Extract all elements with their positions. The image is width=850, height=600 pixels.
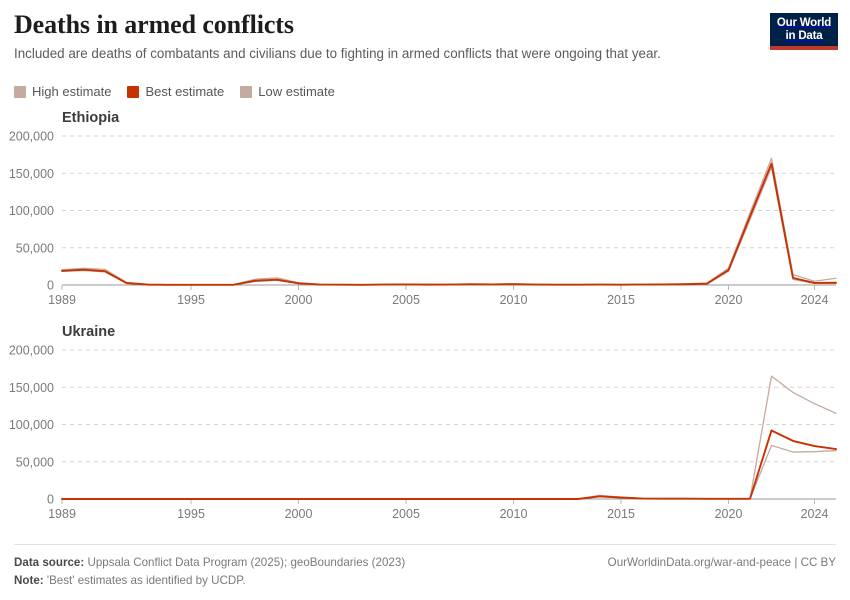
legend-swatch-best-estimate	[127, 85, 140, 98]
chart-subtitle: Included are deaths of combatants and ci…	[14, 46, 661, 62]
y-axis-tick-label: 50,000	[16, 455, 54, 469]
series-line-low-estimate	[61, 166, 837, 286]
x-axis-tick-label: 1995	[177, 507, 205, 521]
x-axis-tick-label: 2000	[285, 507, 313, 521]
legend-label-low-estimate: Low estimate	[258, 84, 335, 99]
footer-note-key: Note:	[14, 574, 44, 588]
x-axis-tick-label: 2000	[285, 293, 313, 307]
series-line-high-estimate	[61, 375, 837, 500]
plot-svg-ukraine: 0 50,000 100,000 150,000 200,000 1989 1995 2000…	[9, 344, 837, 521]
panel-title-ukraine: Ukraine	[62, 324, 116, 340]
x-axis-tick-label: 2024	[801, 293, 829, 307]
footer-link[interactable]: OurWorldinData.org/war-and-peace | CC BY	[607, 556, 836, 570]
y-axis-tick-label: 200,000	[9, 344, 54, 358]
x-axis-tick-label: 2010	[500, 293, 528, 307]
x-axis-tick-label: 2010	[500, 507, 528, 521]
y-axis-tick-label: 0	[47, 279, 54, 293]
plot-area-ukraine[interactable]: 0 50,000 100,000 150,000 200,000 1989 1995 2000…	[0, 344, 850, 534]
owid-logo-line2: in Data	[785, 29, 823, 42]
chart-footer: Data source: Uppsala Conflict Data Progr…	[14, 544, 836, 590]
panel-title-ethiopia: Ethiopia	[62, 110, 120, 126]
x-axis-tick-label: 2024	[801, 507, 829, 521]
x-axis-tick-label: 2015	[607, 507, 635, 521]
page-title: Deaths in armed conflicts	[14, 10, 294, 39]
x-axis-tick-label: 1995	[177, 293, 205, 307]
footer-source-row: Data source: Uppsala Conflict Data Progr…	[14, 554, 836, 572]
x-axis-tick-label: 2015	[607, 293, 635, 307]
legend-swatch-low-estimate	[240, 85, 253, 98]
y-axis-tick-label: 150,000	[9, 381, 54, 395]
x-axis-tick-label: 1989	[48, 507, 76, 521]
y-axis-tick-label: 100,000	[9, 204, 54, 218]
x-axis-tick-label: 2005	[392, 293, 420, 307]
x-axis-tick-label: 2020	[715, 293, 743, 307]
x-axis-tick-label: 1989	[48, 293, 76, 307]
legend-item-best-estimate[interactable]: Best estimate	[127, 84, 224, 99]
series-line-low-estimate	[61, 444, 837, 500]
footer-source-key: Data source:	[14, 556, 85, 570]
footer-source-value: Uppsala Conflict Data Program (2025); ge…	[87, 556, 406, 570]
chart-panel-ethiopia: Ethiopia 0 50,000 100,000 150,000 200,000 198…	[0, 108, 850, 320]
x-axis-tick-label: 2020	[715, 507, 743, 521]
series-line-best-estimate	[61, 429, 837, 500]
y-axis-tick-label: 150,000	[9, 167, 54, 181]
chart-panel-ukraine: Ukraine 0 50,000 100,000 150,000 200,000 1989…	[0, 322, 850, 534]
plot-area-ethiopia[interactable]: 0 50,000 100,000 150,000 200,000 1989 1995 2000…	[0, 130, 850, 320]
y-axis-tick-label: 0	[47, 493, 54, 507]
footer-note-value: 'Best' estimates as identified by UCDP.	[46, 574, 246, 588]
legend-label-high-estimate: High estimate	[32, 84, 112, 99]
plot-svg-ethiopia: 0 50,000 100,000 150,000 200,000 1989 1995 2000…	[9, 130, 837, 307]
legend-item-low-estimate[interactable]: Low estimate	[240, 84, 335, 99]
chart-legend: High estimate Best estimate Low estimate	[14, 84, 335, 99]
x-axis-tick-label: 2005	[392, 507, 420, 521]
y-axis-tick-label: 100,000	[9, 418, 54, 432]
y-axis-tick-label: 50,000	[16, 241, 54, 255]
chart-header: Deaths in armed conflicts Included are d…	[14, 10, 836, 63]
owid-logo[interactable]: Our World in Data	[770, 13, 838, 50]
owid-logo-line1: Our World	[776, 17, 832, 29]
series-line-best-estimate	[61, 162, 837, 286]
series-line-high-estimate	[61, 157, 837, 286]
legend-swatch-high-estimate	[14, 85, 26, 98]
y-axis-tick-label: 200,000	[9, 130, 54, 144]
footer-note-row: Note: 'Best' estimates as identified by …	[14, 572, 836, 590]
legend-label-best-estimate: Best estimate	[145, 84, 225, 99]
legend-item-high-estimate[interactable]: High estimate	[14, 84, 111, 99]
